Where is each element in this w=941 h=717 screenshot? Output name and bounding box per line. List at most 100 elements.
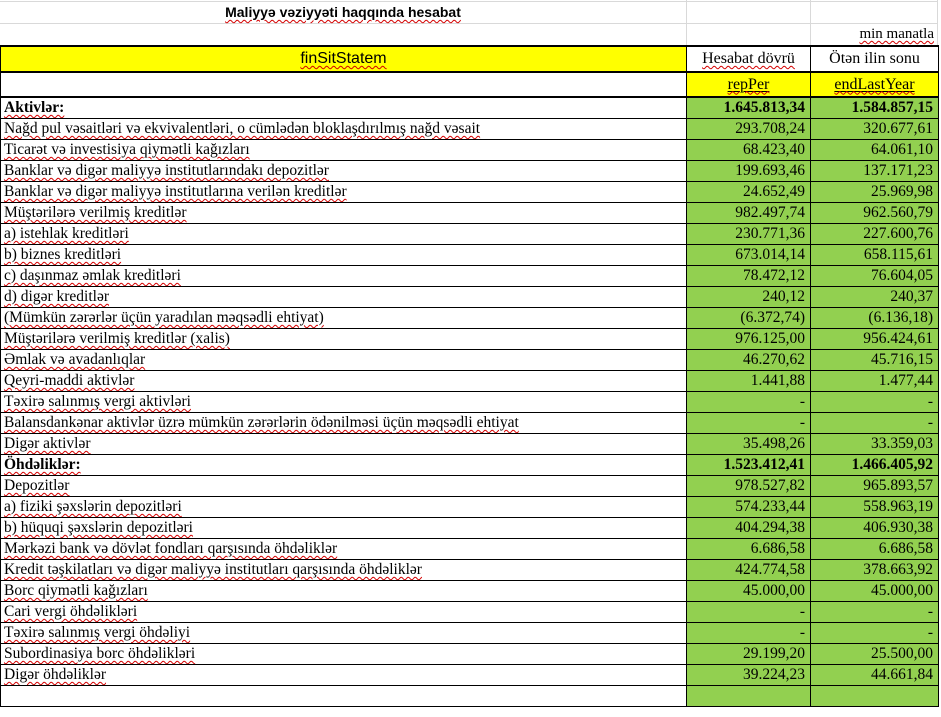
row-label: Nağd pul vəsaitləri və ekvivalentləri, o… [4,120,481,137]
row-value-end-last-year: 6.686,58 [810,538,939,560]
row-label: Kredit təşkilatları və digər maliyyə ins… [4,561,422,578]
table-row: Subordinasiya borc öhdəlikləri 29.199,20… [0,643,939,665]
header-row-codes: repPer endLastYear [0,71,939,98]
row-label-cell: Banklar və digər maliyyə institutlarında… [0,160,687,182]
table-row: c) daşınmaz əmlak kreditləri 78.472,12 7… [0,265,939,287]
header-cell-reporting-period: Hesabat dövrü [686,45,811,73]
report-title-text: Maliyyə vəziyyəti haqqında hesabat [225,4,461,20]
header-cell-name: finSitStatem [0,45,687,73]
row-value-reporting-period: 1.441,88 [686,370,811,392]
row-value-end-last-year: 1.466.405,92 [810,454,939,476]
table-row: Banklar və digər maliyyə institutlarına … [0,181,939,203]
row-label-cell [0,685,687,707]
row-label: Mərkəzi bank və dövlət fondları qarşısın… [4,540,338,557]
row-value-end-last-year: 64.061,10 [810,139,939,161]
row-value-reporting-period [686,685,811,707]
row-label: Banklar və digər maliyyə institutlarında… [4,162,329,179]
table-row: Qeyri-maddi aktivlər 1.441,88 1.477,44 [0,370,939,392]
table-row: Öhdəliklər: 1.523.412,41 1.466.405,92 [0,454,939,476]
row-label-cell: Təxirə salınmış vergi öhdəliyi [0,622,687,644]
row-label-cell: Subordinasiya borc öhdəlikləri [0,643,687,665]
header-cell-repper-code: repPer [686,71,811,98]
sheet-top-area: Maliyyə vəziyyəti haqqında hesabat min m… [0,0,938,45]
row-label-cell: Öhdəliklər: [0,454,687,476]
header-period-text: Hesabat dövrü [702,50,795,67]
row-label: Depozitlər [4,477,70,494]
unit-note: min manatla [810,24,934,44]
row-value-reporting-period: 230.771,36 [686,223,811,245]
row-value-reporting-period: - [686,622,811,644]
table-row: Təxirə salınmış vergi öhdəliyi - - [0,622,939,644]
row-label-cell: c) daşınmaz əmlak kreditləri [0,265,687,287]
row-label: b) hüquqi şəxslərin depozitləri [4,519,193,536]
row-label: a) istehlak kreditləri [4,225,129,242]
table-row: b) hüquqi şəxslərin depozitləri 404.294,… [0,517,939,539]
row-label-cell: b) hüquqi şəxslərin depozitləri [0,517,687,539]
row-label: Digər öhdəliklər [4,666,107,683]
table-row: (Mümkün zərərlər üçün yaradılan məqsədli… [0,307,939,329]
repper-underline: repPer [728,76,770,93]
row-value-reporting-period: 1.645.813,34 [686,96,811,119]
unit-note-text: min manatla [859,26,934,42]
row-label-cell: Əmlak və avadanlıqlar [0,349,687,371]
row-value-reporting-period: 293.708,24 [686,118,811,140]
row-label-cell: Nağd pul vəsaitləri və ekvivalentləri, o… [0,118,687,140]
row-label: Öhdəliklər: [4,456,81,473]
row-label-cell: Depozitlər [0,475,687,497]
row-value-reporting-period: 1.523.412,41 [686,454,811,476]
row-label: Borc qiymətli kağızları [4,582,148,599]
table-row: Digər aktivlər 35.498,26 33.359,03 [0,433,939,455]
row-label-cell: b) biznes kreditləri [0,244,687,266]
table-row: Borc qiymətli kağızları 45.000,00 45.000… [0,580,939,602]
table-row: Müştərilərə verilmiş kreditlər 982.497,7… [0,202,939,224]
row-value-reporting-period: 35.498,26 [686,433,811,455]
table-row: Ticarət və investisiya qiymətli kağızlar… [0,139,939,161]
row-value-end-last-year: 45.716,15 [810,349,939,371]
row-value-reporting-period: 199.693,46 [686,160,811,182]
financial-table: finSitStatem Hesabat dövrü Ötən ilin son… [0,45,939,707]
row-value-reporting-period: (6.372,74) [686,307,811,329]
row-label: Balansdankənar aktivlər üzrə mümkün zərə… [4,414,519,431]
row-value-end-last-year: 1.584.857,15 [810,96,939,119]
row-value-end-last-year: 33.359,03 [810,433,939,455]
header-lastyear-text: Ötən ilin sonu [829,50,920,67]
row-value-end-last-year: 227.600,76 [810,223,939,245]
row-label-cell: Aktivlər: [0,96,687,119]
row-value-reporting-period: 978.527,82 [686,475,811,497]
table-row: Müştərilərə verilmiş kreditlər (xalis) 9… [0,328,939,350]
row-value-reporting-period: - [686,391,811,413]
row-value-reporting-period: 982.497,74 [686,202,811,224]
row-value-reporting-period: - [686,412,811,434]
row-label: Qeyri-maddi aktivlər [4,372,135,389]
row-value-reporting-period: 424.774,58 [686,559,811,581]
row-label: Müştərilərə verilmiş kreditlər (xalis) [4,330,230,347]
row-label-cell: a) istehlak kreditləri [0,223,687,245]
row-value-end-last-year: 378.663,92 [810,559,939,581]
gridline-vertical [810,0,811,45]
repper-code-text: repPer [727,75,770,93]
row-label: Təxirə salınmış vergi öhdəliyi [4,624,191,641]
row-label: d) digər kreditlər [4,288,110,305]
row-label-cell: Ticarət və investisiya qiymətli kağızlar… [0,139,687,161]
row-value-reporting-period: 240,12 [686,286,811,308]
header-cell-blank [0,71,687,98]
row-value-end-last-year: 320.677,61 [810,118,939,140]
table-row-cutoff [0,685,939,707]
row-value-end-last-year: (6.136,18) [810,307,939,329]
row-label: c) daşınmaz əmlak kreditləri [4,267,181,284]
row-value-end-last-year: - [810,622,939,644]
row-label: Aktivlər: [4,99,65,116]
row-value-end-last-year: 76.604,05 [810,265,939,287]
row-value-reporting-period: 976.125,00 [686,328,811,350]
row-label: Ticarət və investisiya qiymətli kağızlar… [4,141,250,158]
row-value-reporting-period: - [686,601,811,623]
row-label: Təxirə salınmış vergi aktivləri [4,393,191,410]
row-label-cell: Cari vergi öhdəlikləri [0,601,687,623]
table-row: a) istehlak kreditləri 230.771,36 227.60… [0,223,939,245]
row-value-end-last-year: 962.560,79 [810,202,939,224]
table-row: Təxirə salınmış vergi aktivləri - - [0,391,939,413]
row-value-end-last-year: 658.115,61 [810,244,939,266]
gridline-vertical [686,0,687,45]
table-row: a) fiziki şəxslərin depozitləri 574.233,… [0,496,939,518]
